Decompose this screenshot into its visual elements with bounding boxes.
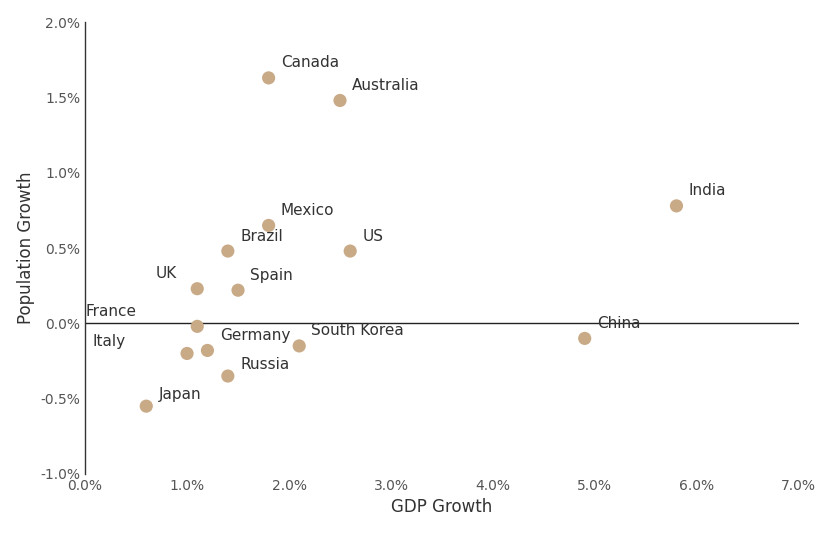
Point: [222, 247, 235, 255]
Point: [262, 221, 275, 230]
Text: Germany: Germany: [220, 328, 290, 343]
Point: [292, 342, 306, 350]
Text: Italy: Italy: [92, 334, 126, 349]
Y-axis label: Population Growth: Population Growth: [17, 172, 35, 324]
Text: Spain: Spain: [250, 268, 293, 282]
Point: [578, 334, 591, 343]
Point: [191, 322, 204, 330]
Point: [140, 402, 153, 410]
Text: China: China: [597, 316, 641, 331]
Text: UK: UK: [156, 266, 177, 281]
Point: [670, 201, 683, 210]
Text: Russia: Russia: [240, 357, 289, 372]
Text: Canada: Canada: [281, 55, 339, 70]
Point: [201, 346, 214, 354]
Text: Japan: Japan: [158, 386, 201, 402]
Text: Mexico: Mexico: [281, 203, 334, 218]
Point: [333, 96, 347, 104]
Point: [181, 349, 194, 358]
Point: [191, 285, 204, 293]
X-axis label: GDP Growth: GDP Growth: [392, 498, 492, 516]
Text: France: France: [85, 304, 136, 319]
Point: [232, 286, 245, 294]
Text: Australia: Australia: [352, 78, 420, 93]
Text: South Korea: South Korea: [312, 324, 404, 338]
Text: Brazil: Brazil: [240, 229, 283, 244]
Point: [262, 74, 275, 82]
Text: India: India: [689, 183, 726, 198]
Point: [222, 372, 235, 381]
Text: US: US: [362, 229, 383, 244]
Point: [343, 247, 357, 255]
